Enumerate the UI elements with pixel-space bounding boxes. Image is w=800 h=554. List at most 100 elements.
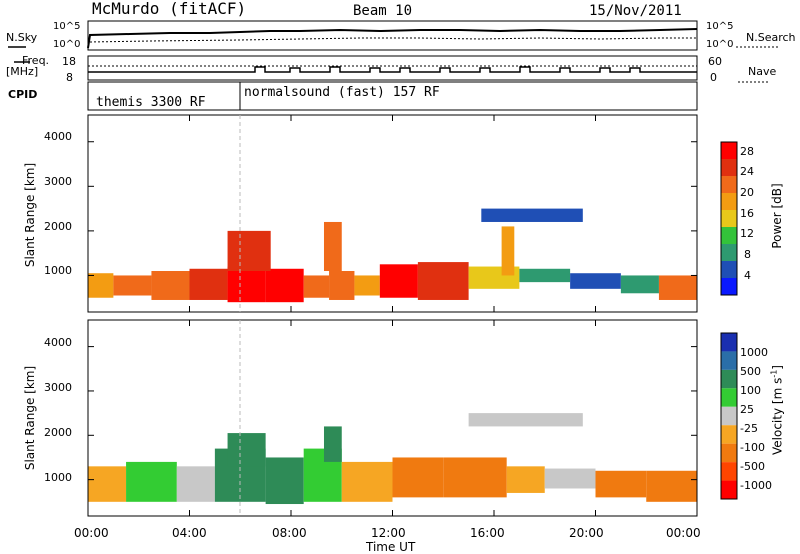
- velocity-ytick-3000: 3000: [44, 381, 72, 394]
- power-band-1: [113, 275, 152, 296]
- velocity-cbtick-neg25: -25: [740, 422, 758, 435]
- xtick-2: 08:00: [272, 526, 307, 540]
- nsearch-tick-bottom: 10^0: [706, 39, 734, 50]
- nsky-trace: [87, 28, 698, 49]
- power-band-0: [88, 273, 114, 298]
- power-band-9: [379, 264, 418, 298]
- power-band-3: [189, 268, 228, 300]
- power-colorbar-cell-7: [721, 159, 737, 176]
- power-colorbar: [720, 141, 738, 296]
- power-colorbar-cell-3: [721, 227, 737, 244]
- station-title: McMurdo (fitACF): [92, 0, 247, 18]
- velocity-band-13: [468, 413, 583, 427]
- velocity-cbtick-neg1000: -1000: [740, 479, 772, 492]
- velocity-cbtick-neg100: -100: [740, 441, 765, 454]
- nave-label: Nave: [748, 65, 777, 78]
- nave-tick-bottom: 0: [710, 71, 717, 84]
- power-ytick-1000: 1000: [44, 264, 72, 277]
- power-band-17: [227, 230, 271, 271]
- velocity-cbtick-neg500: -500: [740, 460, 765, 473]
- velocity-band-14: [227, 433, 266, 467]
- xtick-3: 12:00: [371, 526, 406, 540]
- cpid-mode-1: themis 3300 RF: [96, 95, 206, 110]
- power-colorbar-cell-8: [721, 142, 737, 159]
- velocity-colorbar-cell-8: [721, 480, 737, 499]
- power-band-12: [519, 268, 571, 283]
- freq-tick-top: 18: [62, 55, 76, 68]
- velocity-colorbar-cell-0: [721, 333, 737, 352]
- velocity-band-4: [265, 457, 304, 505]
- velocity-cbtick-25: 25: [740, 403, 754, 416]
- velocity-band-15: [323, 426, 342, 462]
- velocity-band-12: [646, 470, 697, 502]
- velocity-band-1: [126, 461, 177, 502]
- power-band-10: [417, 262, 469, 300]
- velocity-colorbar-cell-4: [721, 406, 737, 426]
- power-band-4: [227, 266, 266, 303]
- power-colorbar-cell-4: [721, 210, 737, 227]
- cpid-strip-frame: [87, 81, 698, 111]
- velocity-band-10: [544, 468, 596, 489]
- xaxis-label: Time UT: [366, 540, 416, 554]
- power-colorbar-cell-5: [721, 193, 737, 210]
- velocity-colorbar: [720, 332, 738, 500]
- velocity-colorbar-cell-3: [721, 388, 737, 407]
- velocity-band-0: [88, 466, 127, 502]
- velocity-colorbar-cell-7: [721, 462, 737, 481]
- xtick-4: 16:00: [470, 526, 505, 540]
- cpid-mode-2: normalsound (fast) 157 RF: [244, 85, 440, 100]
- velocity-colorbar-cell-5: [721, 425, 737, 444]
- power-band-14: [620, 275, 659, 294]
- freq-strip-frame: [87, 55, 698, 81]
- velocity-colorbar-cell-1: [721, 351, 737, 370]
- velocity-ytick-4000: 4000: [44, 336, 72, 349]
- power-cbtick-28: 28: [740, 145, 754, 158]
- velocity-panel: [87, 319, 738, 517]
- xtick-5: 20:00: [569, 526, 604, 540]
- nsearch-trace: [89, 37, 697, 43]
- power-ytick-4000: 4000: [44, 130, 72, 143]
- power-band-5: [265, 268, 304, 303]
- velocity-band-6: [341, 461, 393, 502]
- beam-title: Beam 10: [353, 3, 413, 19]
- velocity-bands: [88, 346, 697, 505]
- power-band-18: [323, 221, 342, 271]
- power-band-7: [329, 270, 355, 300]
- nsky-label: N.Sky: [6, 31, 38, 44]
- nsky-tick-top: 10^5: [53, 21, 81, 32]
- nsky-strip-frame: [87, 20, 698, 51]
- nsearch-label: N.Search: [746, 31, 796, 44]
- velocity-cbtick-500: 500: [740, 365, 761, 378]
- nsearch-tick-top: 10^5: [706, 21, 734, 32]
- power-band-2: [151, 270, 190, 300]
- velocity-ytick-2000: 2000: [44, 426, 72, 439]
- date-title: 15/Nov/2011: [589, 3, 682, 19]
- power-cbtick-24: 24: [740, 165, 754, 178]
- cpid-label: CPID: [8, 88, 38, 101]
- power-band-19: [501, 226, 515, 276]
- power-colorbar-cell-0: [721, 278, 737, 295]
- velocity-band-9: [506, 466, 545, 493]
- power-ytick-2000: 2000: [44, 220, 72, 233]
- xtick-6: 00:00: [666, 526, 701, 540]
- xtick-1: 04:00: [172, 526, 207, 540]
- freq-unit: [MHz]: [6, 65, 39, 78]
- power-cbtick-4: 4: [744, 269, 751, 282]
- velocity-cbtick-100: 100: [740, 384, 761, 397]
- power-ytick-3000: 3000: [44, 175, 72, 188]
- x-tick-marks: [87, 115, 698, 516]
- velocity-colorbar-cell-6: [721, 443, 737, 463]
- freq-tick-bottom: 8: [66, 71, 73, 84]
- velocity-band-11: [595, 470, 647, 498]
- velocity-band-2: [176, 466, 215, 502]
- xtick-0: 00:00: [74, 526, 109, 540]
- power-band-13: [570, 273, 621, 289]
- power-cbtick-12: 12: [740, 227, 754, 240]
- freq-trace: [88, 66, 697, 73]
- velocity-colorbar-cell-2: [721, 369, 737, 389]
- power-panel: [87, 114, 738, 313]
- velocity-ytick-1000: 1000: [44, 471, 72, 484]
- power-cbtick-20: 20: [740, 186, 754, 199]
- power-colorbar-cell-2: [721, 244, 737, 261]
